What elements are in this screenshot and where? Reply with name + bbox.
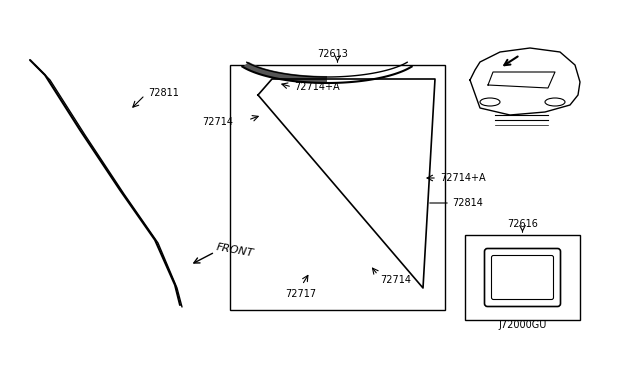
Bar [230,65,445,310]
Text: 72811: 72811 [148,88,179,98]
Text: J72000GU: J72000GU [499,320,547,330]
Text: 72814: 72814 [452,198,483,208]
Text: 72717: 72717 [285,289,316,299]
Text: 72613: 72613 [317,49,348,59]
Text: FRONT: FRONT [215,242,254,258]
Bar [465,235,580,320]
Text: 72714+A: 72714+A [440,173,486,183]
Text: 72714: 72714 [202,117,233,127]
Text: 72616: 72616 [507,219,538,229]
Text: 72714: 72714 [380,275,411,285]
Text: 72714+A: 72714+A [294,82,340,92]
Polygon shape [243,62,327,83]
